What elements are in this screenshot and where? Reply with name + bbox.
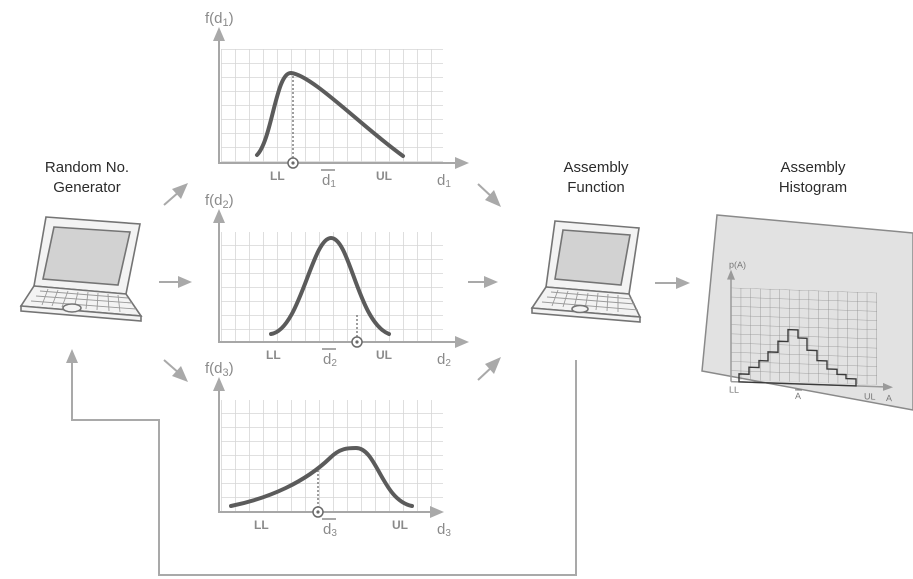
arrow-assembly-to-histogram (655, 277, 690, 289)
plot2-density-curve (269, 235, 391, 336)
histogram-x-label: A (886, 393, 892, 403)
plot1-axes (218, 40, 455, 164)
plot2-ll-label: LL (266, 348, 281, 362)
histogram-y-label: p(A) (729, 260, 746, 271)
plot3-density-curve (229, 445, 414, 508)
plot2-ul-label: UL (376, 348, 392, 362)
plot1-y-arrow (213, 27, 225, 41)
plot1-grid (221, 49, 443, 162)
plot3-axes (218, 390, 430, 513)
feedback-loop-arrow (66, 349, 577, 576)
arrow-rng-to-plot1 (163, 183, 188, 206)
assembly-histogram-panel: p(A) LL A UL A (701, 214, 913, 411)
plot1-x-label: d1 (437, 172, 451, 190)
distribution-plot-1: f(d1) LL UL d1 d1 (205, 10, 469, 190)
plot1-ul-label: UL (376, 169, 392, 183)
plot2-axes (218, 222, 455, 343)
plot2-y-arrow (213, 209, 225, 223)
arrow-rng-to-plot2 (159, 276, 192, 288)
plot1-ll-label: LL (270, 169, 285, 183)
assembly-function-laptop-icon (530, 220, 642, 323)
histogram-mean-label: A (795, 391, 801, 401)
plot3-y-label: f(d3) (205, 360, 234, 379)
plot1-x-arrow (455, 157, 469, 169)
arrow-rng-to-plot3 (163, 359, 188, 382)
histogram-title-line1: Assembly (780, 159, 846, 176)
rng-title-line1: Random No. (45, 159, 129, 176)
assembly-function-title-line1: Assembly (563, 159, 629, 176)
histogram-ll-label: LL (729, 385, 739, 395)
plot3-x-label: d3 (437, 521, 451, 539)
plot2-mean-label: d2 (323, 351, 337, 369)
plot3-ll-label: LL (254, 518, 269, 532)
arrow-plot3-to-assembly (477, 357, 501, 381)
assembly-function-title-line2: Function (567, 179, 625, 196)
arrow-plot1-to-assembly (477, 183, 501, 207)
plot1-density-curve (255, 71, 405, 158)
random-generator-laptop-icon (19, 216, 143, 322)
histogram-ul-label: UL (864, 391, 876, 401)
plot2-x-label: d2 (437, 351, 451, 369)
distribution-plot-3: f(d3) LL UL d3 d3 (205, 360, 451, 539)
arrow-plot2-to-assembly (468, 276, 498, 288)
plot1-mean-label: d1 (322, 172, 336, 190)
histogram-title-line2: Histogram (779, 179, 847, 196)
plot2-grid (221, 232, 443, 341)
plot3-y-arrow (213, 377, 225, 391)
flow-arrows (66, 183, 690, 576)
plot3-mean-label: d3 (323, 521, 337, 539)
distribution-plot-2: f(d2) LL UL d2 d2 (205, 192, 469, 369)
plot3-x-arrow (430, 506, 444, 518)
plot3-ul-label: UL (392, 518, 408, 532)
plot1-y-label: f(d1) (205, 10, 234, 29)
plot2-x-arrow (455, 336, 469, 348)
histogram-grid (731, 287, 877, 385)
plot2-y-label: f(d2) (205, 192, 234, 211)
histogram-bars (738, 328, 857, 387)
rng-title-line2: Generator (53, 179, 121, 196)
